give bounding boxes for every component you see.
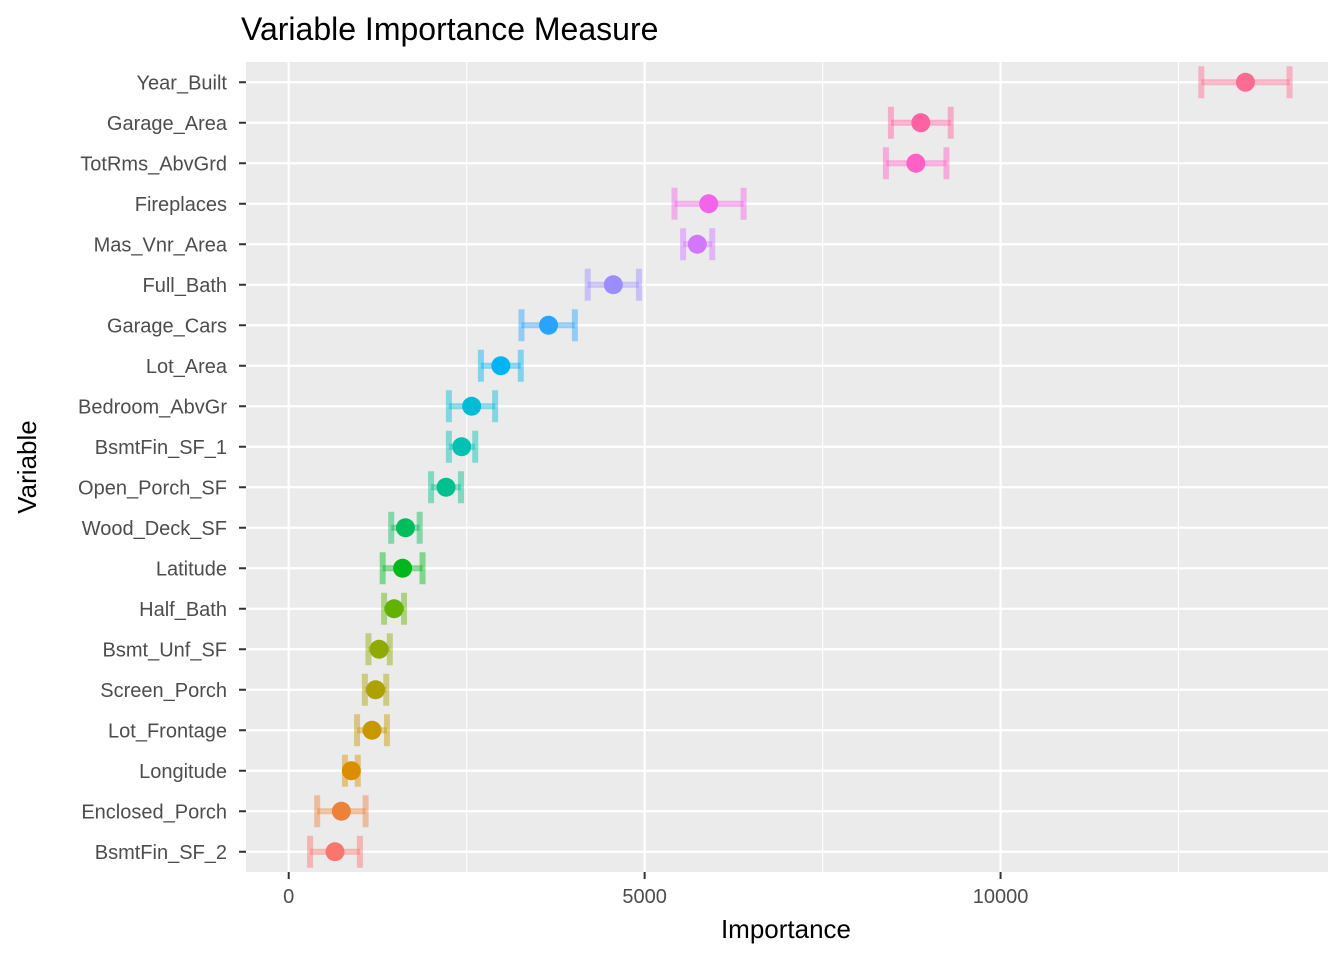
y-axis-title: Variable [12,420,42,513]
y-tick-label: Latitude [156,558,227,580]
grid-major [246,62,1328,872]
importance-point [341,761,361,781]
y-tick-label: Longitude [139,761,227,783]
x-axis: 0 5000 10000 [283,872,1028,908]
y-tick-label: Bsmt_Unf_SF [103,639,227,661]
plot-panel [246,62,1328,872]
importance-point [325,842,345,862]
y-tick-label: Screen_Porch [100,680,227,702]
importance-points [325,72,1255,862]
y-tick-label: BsmtFin_SF_1 [95,437,227,459]
y-tick-label: Bedroom_AbvGr [78,396,227,418]
importance-point [384,599,404,619]
importance-point [906,153,926,173]
y-tick-label: Wood_Deck_SF [82,518,227,540]
importance-point [603,275,623,295]
importance-point [369,639,389,659]
importance-point [331,801,351,821]
y-tick-label: Open_Porch_SF [78,477,227,499]
y-tick-label: TotRms_AbvGrd [80,153,227,175]
y-tick-label: Year_Built [137,72,228,94]
importance-point [911,113,931,133]
importance-point [395,518,415,538]
y-tick-label: BsmtFin_SF_2 [95,842,227,864]
y-tick-label: Lot_Area [146,356,228,378]
importance-point [687,234,707,254]
grid-minor [466,62,1180,872]
y-tick-label: Garage_Cars [107,315,227,337]
importance-point [539,315,559,335]
y-tick-label: Mas_Vnr_Area [94,234,228,256]
importance-point [366,680,386,700]
importance-point [393,558,413,578]
y-tick-label: Lot_Frontage [108,720,227,742]
importance-point [491,356,511,376]
importance-point [462,396,482,416]
x-axis-title: Importance [721,914,851,944]
importance-point [699,194,719,214]
x-tick-label: 10000 [973,886,1029,908]
importance-point [436,477,456,497]
importance-point [1235,72,1255,92]
y-tick-label: Fireplaces [135,194,227,216]
y-tick-label: Full_Bath [143,275,228,297]
y-axis: BsmtFin_SF_2 Enclosed_Porch Longitude Lot_F… [78,72,246,864]
x-tick-label: 5000 [622,886,667,908]
chart-title: Variable Importance Measure [241,11,658,47]
x-tick-label: 0 [283,886,294,908]
y-tick-label: Garage_Area [107,113,228,135]
y-tick-label: Enclosed_Porch [81,801,227,823]
y-tick-label: Half_Bath [139,599,227,621]
importance-point [452,437,472,457]
importance-point [362,720,382,740]
